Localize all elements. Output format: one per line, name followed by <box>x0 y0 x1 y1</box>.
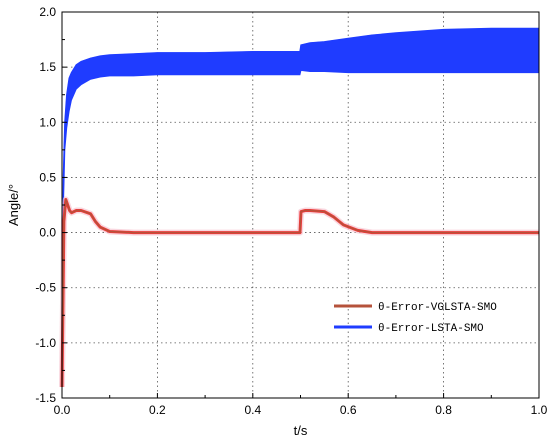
x-tick-label: 0.6 <box>340 403 357 417</box>
x-tick-label: 0.8 <box>435 403 452 417</box>
x-tick-label: 0.2 <box>149 403 166 417</box>
legend-label: θ-Error-VGLSTA-SMO <box>378 302 497 314</box>
y-tick-label: 0.0 <box>39 226 56 240</box>
x-axis-title: t/s <box>294 423 308 438</box>
x-tick-label: 0.4 <box>244 403 261 417</box>
series-lsta-smo-line <box>61 27 539 388</box>
y-tick-label: 1.5 <box>39 60 56 74</box>
y-tick-label: -0.5 <box>35 281 56 295</box>
legend: θ-Error-VGLSTA-SMO θ-Error-LSTA-SMO <box>334 302 497 335</box>
x-tick-label: 1.0 <box>531 403 548 417</box>
y-tick-label: -1.0 <box>35 336 56 350</box>
series-vglsta-smo-line <box>61 198 539 388</box>
y-tick-label: -1.5 <box>35 391 56 405</box>
legend-label: θ-Error-LSTA-SMO <box>378 323 484 335</box>
ticks: 0.0 0.2 0.4 0.6 0.8 1.0 -1.5 -1.0 -0.5 0.0 0.5 1.0 1… <box>35 5 547 417</box>
x-tick-label: 0.0 <box>54 403 71 417</box>
y-tick-label: 0.5 <box>39 170 56 184</box>
y-tick-label: 2.0 <box>39 5 56 19</box>
y-tick-label: 1.0 <box>39 115 56 129</box>
y-axis-title: Angle/° <box>6 184 21 226</box>
